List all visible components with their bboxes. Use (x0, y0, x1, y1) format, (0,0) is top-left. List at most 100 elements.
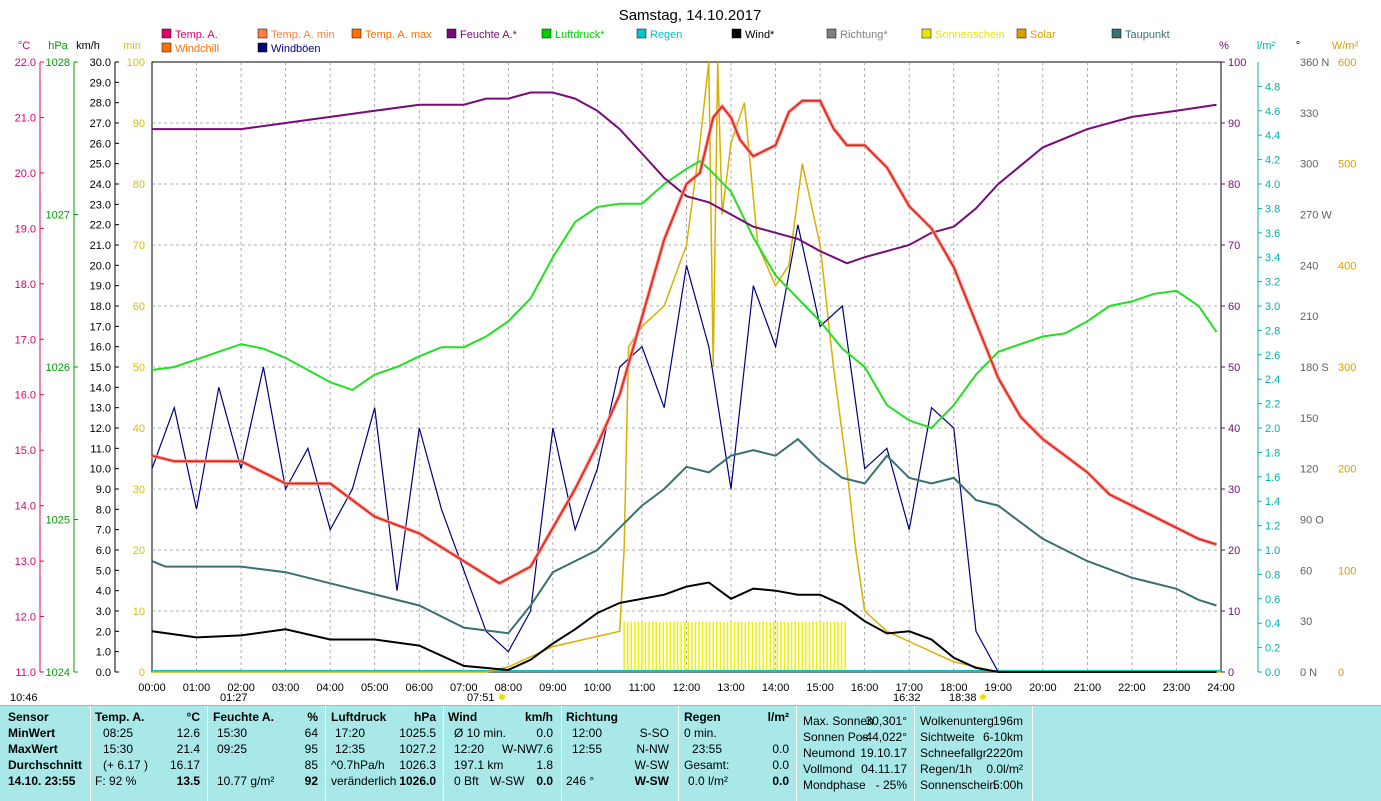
x-tick-label: 23:00 (1163, 682, 1191, 694)
sunrise-icon (499, 694, 505, 700)
rain-unit: l/m² (767, 710, 789, 724)
direction-tick: 360 N (1300, 57, 1329, 69)
x-tick-label: 17:00 (895, 682, 923, 694)
wind-max-time: 12:20 (454, 742, 485, 756)
rain-val: 0.0 (772, 742, 789, 756)
sun-tick: 60 (133, 301, 145, 313)
direction-tick: 240 (1300, 260, 1318, 272)
temp-tick: 19.0 (15, 223, 36, 235)
chart-title: Samstag, 14.10.2017 (619, 7, 762, 24)
wind-tick: 19.0 (90, 281, 111, 293)
legend-swatch (1111, 28, 1122, 39)
wind-tick: 1.0 (96, 647, 111, 659)
x-tick-label: 20:00 (1029, 682, 1057, 694)
temp-section: Temp. A. °C 08:25 12.6 15:30 21.4 (+ 6.17 )… (95, 710, 200, 798)
pres-forecast: veränderlich (331, 774, 397, 788)
rain-tick: 3.6 (1265, 228, 1280, 240)
humidity-tick: 20 (1228, 545, 1240, 557)
pres-max-time: 12:35 (335, 742, 366, 756)
x-tick-label: 18:00 (940, 682, 968, 694)
wind-tick: 11.0 (90, 443, 111, 455)
pres-min-val: 1025.5 (399, 726, 436, 740)
temp-tick: 21.0 (15, 112, 36, 124)
axis-unit: W/m² (1332, 40, 1359, 52)
rain-time: 23:55 (692, 742, 723, 756)
sun-tick: 20 (133, 545, 145, 557)
wind-cur-dir: W-SW (490, 774, 525, 788)
pres-header: Luftdruck (331, 710, 387, 724)
wind-section: Wind km/h Ø 10 min. 0.0 12:20 W-NW 7.6 197.1… (448, 710, 553, 798)
last-timestamp: 14.10. 23:55 (8, 774, 76, 788)
legend-swatch (921, 28, 932, 39)
axis-unit: l/m² (1257, 40, 1276, 52)
wind-tick: 2.0 (96, 626, 111, 638)
rain-tick: 0.2 (1265, 643, 1280, 655)
temp-current: 13.5 (176, 774, 200, 788)
legend-label: Temp. A. min (271, 29, 335, 41)
sunshine-dur-label: Sonnenschein (920, 778, 997, 792)
wind-tick: 13.0 (90, 403, 111, 415)
solar-tick: 0 (1338, 667, 1344, 679)
rain-section: Regen l/m² 0 min. 23:55 0.0 Gesamt: 0.0 0.0… (684, 710, 789, 798)
pressure-tick: 1025 (46, 515, 70, 527)
rain-tick: 4.4 (1265, 130, 1280, 142)
rain-tick: 4.8 (1265, 81, 1280, 93)
temp-max-time: 15:30 (103, 742, 134, 756)
humidity-tick: 90 (1228, 118, 1240, 130)
axis-unit: % (1219, 40, 1229, 52)
rain-tick: 0.4 (1265, 618, 1280, 630)
legend-label: Solar (1030, 29, 1056, 41)
wind-tick: 20.0 (90, 260, 111, 272)
sun-tick: 30 (133, 484, 145, 496)
x-tick-label: 16:00 (851, 682, 879, 694)
pressure-tick: 1026 (46, 362, 70, 374)
pres-unit: hPa (413, 710, 436, 724)
legend-swatch (257, 42, 268, 53)
temp-avg-val: 16.17 (169, 758, 200, 772)
sun-moon-section: Max. Sonnen 30,301° Sonnen Pos -44,022° Ne… (803, 710, 907, 798)
x-tick-label: 09:00 (539, 682, 567, 694)
direction-tick: 330 (1300, 108, 1318, 120)
wind-tick: 22.0 (90, 220, 111, 232)
rainrate-label: Regen/1h (920, 762, 973, 776)
axis-unit: km/h (76, 40, 100, 52)
hum-min-val: 64 (304, 726, 318, 740)
pressure-tick: 1028 (46, 57, 70, 69)
temp-avg-diff: (+ 6.17 ) (103, 758, 149, 772)
sunshine-dur-val: 5:00h (992, 778, 1023, 792)
humidity-tick: 50 (1228, 362, 1240, 374)
cloudbase-label: Wolkenunterg (920, 714, 994, 728)
dir-header: Richtung (566, 710, 618, 724)
sun-tick: 100 (127, 57, 145, 69)
wind-tick: 12.0 (90, 423, 111, 435)
rain-tick: 2.8 (1265, 325, 1280, 337)
solar-tick: 400 (1338, 260, 1356, 272)
direction-tick: 90 O (1300, 515, 1324, 527)
axis-unit: ° (1296, 40, 1300, 52)
snowline-val: 2220m (986, 746, 1023, 760)
newmoon-val: 19.10.17 (860, 746, 907, 760)
rain-tick: 3.8 (1265, 203, 1280, 215)
legend-label: Temp. A. max (365, 29, 432, 41)
dir-current: W-SW (634, 774, 669, 788)
temp-min-time: 08:25 (103, 726, 134, 740)
sun-tick: 70 (133, 240, 145, 252)
legend-swatch (636, 28, 647, 39)
sunrise-time: 07:51 (467, 692, 495, 704)
direction-tick: 300 (1300, 159, 1318, 171)
hum-current: 92 (304, 774, 318, 788)
legend-swatch (257, 28, 268, 39)
dawn-time: 01:27 (220, 692, 248, 704)
x-tick-label: 01:00 (183, 682, 211, 694)
humidity-section: Feuchte A.% 15:30 64 09:25 95 85 10.77 g/m… (213, 710, 318, 798)
rain-duration: 0 min. (684, 726, 717, 740)
wind-avg-val: 0.0 (536, 726, 553, 740)
temp-min-val: 12.6 (176, 726, 200, 740)
wind-tick: 14.0 (90, 382, 111, 394)
solar-tick: 100 (1338, 565, 1356, 577)
legend-swatch (1016, 28, 1027, 39)
humidity-tick: 70 (1228, 240, 1240, 252)
temp-tick: 15.0 (15, 445, 36, 457)
direction-tick: 30 (1300, 616, 1312, 628)
x-tick-label: 14:00 (762, 682, 790, 694)
